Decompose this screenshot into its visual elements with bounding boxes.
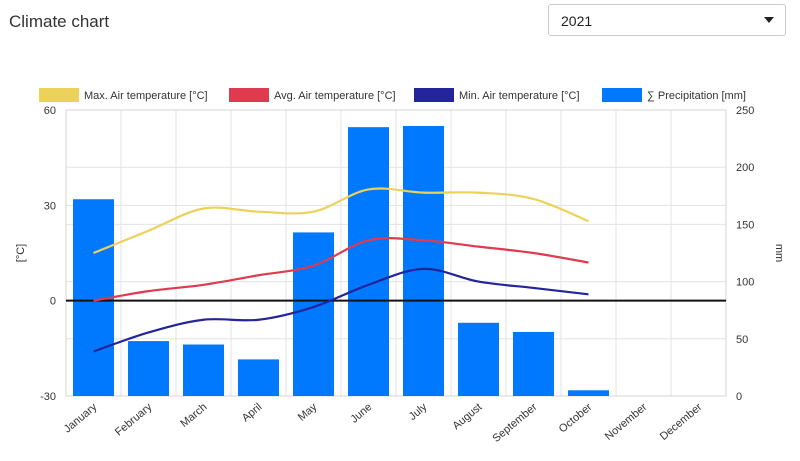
precipitation-bar	[513, 331, 554, 396]
legend-swatch-avg-temperature	[229, 88, 269, 102]
x-axis-tick-label: May	[296, 401, 320, 424]
legend-label-avg-temperature: Avg. Air temperature [°C]	[274, 90, 396, 102]
page-title: Climate chart	[9, 12, 110, 31]
min-temperature-line	[93, 267, 589, 353]
right-axis-tick-label: 0	[736, 391, 742, 403]
right-axis-tick-label: 100	[736, 277, 754, 289]
x-axis-tick-label: August	[450, 401, 484, 432]
x-axis-tick-label: December	[658, 401, 705, 443]
x-axis-tick-label: September	[490, 401, 539, 445]
legend-label-max-temperature: Max. Air temperature [°C]	[84, 90, 208, 102]
precipitation-bar	[183, 344, 224, 396]
x-axis-tick-label: February	[113, 401, 155, 439]
legend-label-min-temperature: Min. Air temperature [°C]	[459, 90, 580, 102]
plot-border	[65, 109, 727, 397]
right-axis-tick-label: 200	[736, 162, 754, 174]
precipitation-bar	[238, 359, 279, 396]
legend-swatch-max-temperature	[39, 88, 79, 102]
right-axis-tick-label: 250	[736, 105, 754, 117]
x-axis-tick-label: November	[603, 401, 650, 443]
x-axis-tick-label: June	[348, 401, 374, 426]
avg-temperature-line	[93, 237, 589, 302]
x-axis-tick-label: July	[407, 401, 430, 423]
right-axis-tick-label: 50	[736, 334, 748, 346]
x-axis-tick-label: January	[62, 401, 100, 436]
precipitation-bar	[403, 126, 444, 397]
year-select-value: 2021	[561, 13, 593, 29]
left-axis-tick-label: 0	[50, 296, 56, 308]
legend-swatch-min-temperature	[414, 88, 454, 102]
chevron-down-icon	[764, 17, 774, 23]
x-axis-tick-label: March	[178, 401, 209, 430]
left-axis-tick-label: 30	[44, 200, 56, 212]
precipitation-bar	[293, 232, 334, 396]
x-axis-tick-label: April	[240, 401, 265, 424]
left-axis-tick-label: -30	[40, 391, 56, 403]
precipitation-bar	[128, 341, 169, 396]
right-axis-title: mm	[773, 244, 785, 262]
x-axis-tick-label: October	[557, 401, 595, 436]
precipitation-bar	[568, 390, 609, 396]
year-select[interactable]: 2021	[548, 4, 786, 36]
legend-label-precipitation: ∑ Precipitation [mm]	[647, 90, 746, 102]
left-axis-title: [°C]	[15, 244, 27, 262]
right-axis-tick-label: 150	[736, 219, 754, 231]
precipitation-bar	[458, 322, 499, 396]
legend-swatch-precipitation	[602, 88, 642, 102]
left-axis-tick-label: 60	[44, 105, 56, 117]
precipitation-bar	[348, 127, 389, 396]
max-temperature-line	[93, 187, 589, 255]
